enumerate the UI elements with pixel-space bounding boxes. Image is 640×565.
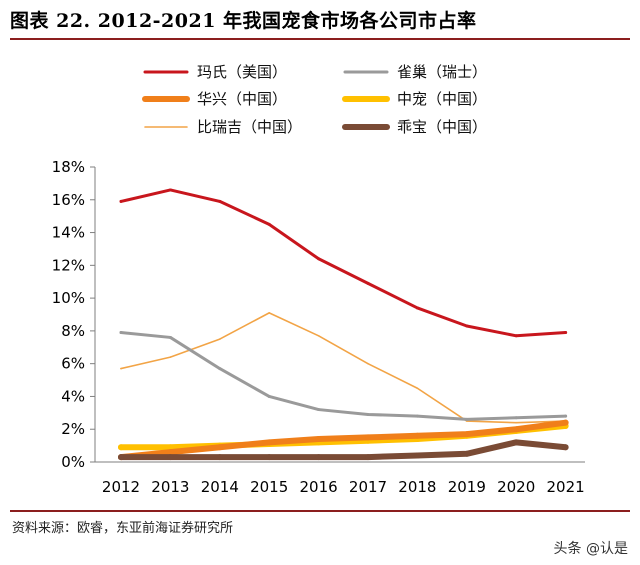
data-point [564,414,568,418]
data-point [168,188,172,192]
data-point [514,334,518,338]
data-point [167,444,174,451]
data-point [365,434,371,441]
data-point [216,444,223,451]
legend: 玛氏（美国） 雀巢（瑞士） 华兴（中国） 中宠（中国） 比瑞吉（中国） 乖宝（中国） [142,63,487,136]
data-point [514,416,518,420]
data-point [317,257,321,261]
data-point [216,454,223,461]
data-point [169,356,172,358]
data-point [167,454,174,461]
data-point [118,454,124,461]
y-tick-label: 6% [61,355,85,373]
data-point [513,439,520,446]
legend-label: 乖宝（中国） [397,118,487,136]
y-tick-label: 18% [52,158,85,176]
data-point [562,419,569,426]
x-tick-label: 2013 [151,478,189,496]
data-point [365,454,371,461]
x-tick-label: 2020 [497,478,535,496]
legend-label: 中宠（中国） [397,90,487,108]
legend-label: 雀巢（瑞士） [397,63,487,81]
x-tick-label: 2017 [349,478,387,496]
data-point [366,412,370,416]
data-point [513,426,520,433]
y-tick-label: 14% [52,224,85,242]
series-line-6 [118,439,569,461]
y-tick-label: 10% [52,289,85,307]
legend-label: 比瑞吉（中国） [197,118,302,136]
x-tick-label: 2015 [250,478,288,496]
data-point [119,199,123,203]
data-point [415,414,419,418]
data-point [219,338,221,340]
data-point [463,431,470,438]
data-point [564,331,568,335]
data-point [366,281,370,285]
series-lines [118,188,569,461]
data-point [167,449,174,456]
data-point [414,432,421,439]
legend-label: 玛氏（美国） [197,63,287,81]
x-tick-label: 2021 [547,478,585,496]
data-point [414,452,421,459]
legend-label: 华兴（中国） [197,90,287,108]
data-point [463,450,470,457]
axes: 0% 2% 4% 6% 8% 10% 12% 14% 16% 18% 2012 2013 2014 201… [52,158,585,496]
data-point [119,331,123,335]
data-point [515,421,517,424]
series-line-5 [120,312,567,424]
x-tick-label: 2016 [300,478,338,496]
y-tick-label: 4% [61,387,85,405]
data-point [367,362,369,365]
series-line-3 [118,419,569,461]
x-tick-label: 2018 [398,478,436,496]
data-point [218,199,222,203]
data-point [315,454,322,461]
source-divider [10,510,630,512]
x-tick-label: 2019 [448,478,486,496]
data-point [465,417,469,421]
series-line-2 [119,331,568,421]
y-tick-label: 16% [52,191,85,209]
data-point [315,436,322,443]
data-point [465,324,469,328]
data-point [267,394,271,398]
y-tick-label: 12% [52,256,85,274]
data-point [317,408,321,412]
data-point [120,367,122,370]
chart-title: 图表 22. 2012-2021 年我国宠食市场各公司市占率 [10,10,477,32]
data-point [168,335,172,339]
data-point [266,439,273,446]
data-point [317,335,320,337]
source-note: 资料来源：欧睿，东亚前海证券研究所 [12,521,234,536]
data-point [562,444,569,451]
data-point [218,367,222,371]
title-divider [10,38,630,40]
x-tick-label: 2014 [201,478,239,496]
data-point [266,454,273,461]
data-point [268,312,271,314]
y-tick-label: 0% [61,453,85,471]
y-tick-label: 8% [61,322,85,340]
data-point [118,444,124,451]
series-line-1 [119,188,568,338]
x-tick-label: 2012 [102,478,140,496]
data-point [415,306,419,310]
data-point [267,222,271,226]
watermark: 头条 @认是 [553,541,628,557]
data-point [416,387,419,390]
y-tick-label: 2% [61,420,85,438]
